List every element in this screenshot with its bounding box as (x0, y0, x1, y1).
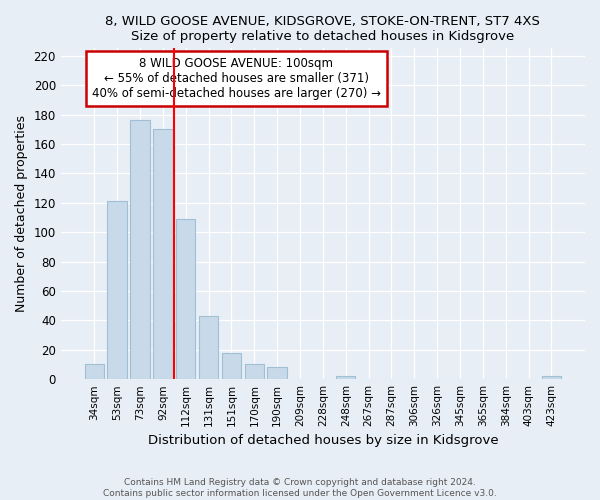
Bar (245, 364, 264, 379)
Bar (268, 368, 287, 379)
Title: 8, WILD GOOSE AVENUE, KIDSGROVE, STOKE-ON-TRENT, ST7 4XS
Size of property relati: 8, WILD GOOSE AVENUE, KIDSGROVE, STOKE-O… (106, 15, 541, 43)
Bar (176, 219, 196, 379)
Bar (199, 316, 218, 379)
Bar (130, 120, 150, 379)
Text: 8 WILD GOOSE AVENUE: 100sqm
← 55% of detached houses are smaller (371)
40% of se: 8 WILD GOOSE AVENUE: 100sqm ← 55% of det… (92, 56, 381, 100)
Bar (222, 352, 241, 379)
X-axis label: Distribution of detached houses by size in Kidsgrove: Distribution of detached houses by size … (148, 434, 498, 448)
Bar (85, 364, 104, 379)
Y-axis label: Number of detached properties: Number of detached properties (15, 116, 28, 312)
Bar (107, 202, 127, 379)
Text: Contains HM Land Registry data © Crown copyright and database right 2024.
Contai: Contains HM Land Registry data © Crown c… (103, 478, 497, 498)
Bar (542, 376, 561, 379)
Bar (336, 376, 355, 379)
Bar (153, 129, 173, 379)
